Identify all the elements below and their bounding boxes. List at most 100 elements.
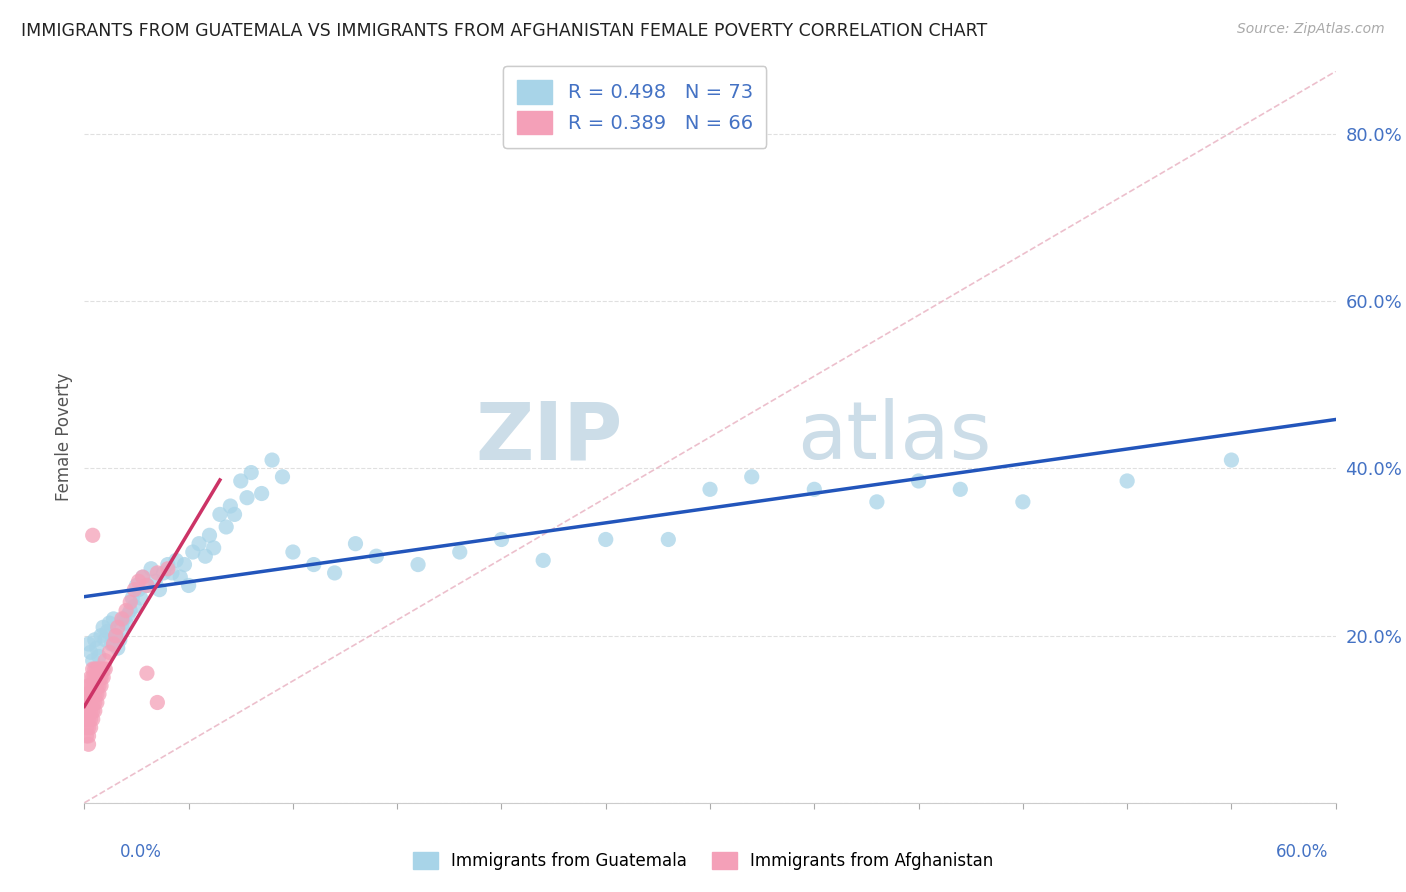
Point bbox=[125, 578, 148, 592]
Point bbox=[82, 712, 104, 726]
Point bbox=[281, 545, 304, 559]
Point bbox=[271, 470, 294, 484]
Point bbox=[77, 704, 100, 718]
Point bbox=[83, 670, 105, 684]
Point bbox=[90, 629, 112, 643]
Point bbox=[83, 679, 105, 693]
Point bbox=[188, 536, 211, 550]
Point bbox=[117, 607, 139, 622]
Point bbox=[90, 662, 112, 676]
Point bbox=[82, 528, 104, 542]
Point bbox=[148, 582, 170, 597]
Point bbox=[94, 654, 117, 668]
Point bbox=[146, 566, 169, 580]
Point bbox=[208, 508, 231, 522]
Point bbox=[1116, 474, 1139, 488]
Point bbox=[323, 566, 346, 580]
Point bbox=[240, 466, 263, 480]
Point bbox=[83, 704, 105, 718]
Point bbox=[75, 721, 97, 735]
Point bbox=[91, 670, 114, 684]
Point bbox=[136, 578, 159, 592]
Point bbox=[75, 712, 97, 726]
Point bbox=[75, 696, 97, 710]
Point bbox=[949, 483, 972, 497]
Point bbox=[219, 499, 242, 513]
Point bbox=[229, 474, 252, 488]
Point bbox=[83, 632, 105, 647]
Point bbox=[77, 712, 100, 726]
Legend: R = 0.498   N = 73, R = 0.389   N = 66: R = 0.498 N = 73, R = 0.389 N = 66 bbox=[503, 66, 766, 148]
Point bbox=[181, 545, 204, 559]
Point bbox=[100, 637, 122, 651]
Point bbox=[111, 612, 134, 626]
Point bbox=[103, 637, 125, 651]
Point bbox=[87, 670, 110, 684]
Point bbox=[103, 612, 125, 626]
Point bbox=[128, 582, 150, 597]
Text: Source: ZipAtlas.com: Source: ZipAtlas.com bbox=[1237, 22, 1385, 37]
Point bbox=[215, 520, 238, 534]
Point bbox=[156, 562, 179, 576]
Point bbox=[77, 737, 100, 751]
Point bbox=[91, 620, 114, 634]
Point bbox=[128, 574, 150, 589]
Point bbox=[94, 632, 117, 647]
Point bbox=[160, 566, 183, 580]
Point bbox=[77, 637, 100, 651]
Point bbox=[107, 620, 129, 634]
Text: 60.0%: 60.0% bbox=[1277, 843, 1329, 861]
Point bbox=[177, 578, 200, 592]
Point bbox=[77, 729, 100, 743]
Point bbox=[132, 570, 155, 584]
Point bbox=[96, 624, 118, 639]
Point bbox=[124, 599, 146, 614]
Point bbox=[236, 491, 259, 505]
Point bbox=[1012, 495, 1035, 509]
Point bbox=[104, 629, 127, 643]
Point bbox=[866, 495, 889, 509]
Point bbox=[79, 687, 101, 701]
Point bbox=[344, 536, 367, 550]
Point bbox=[82, 704, 104, 718]
Point bbox=[86, 679, 108, 693]
Y-axis label: Female Poverty: Female Poverty bbox=[55, 373, 73, 501]
Point bbox=[82, 687, 104, 701]
Point bbox=[115, 616, 138, 631]
Point bbox=[87, 687, 110, 701]
Point bbox=[77, 696, 100, 710]
Point bbox=[86, 641, 108, 656]
Point bbox=[79, 721, 101, 735]
Point bbox=[104, 629, 127, 643]
Point bbox=[83, 696, 105, 710]
Point bbox=[79, 679, 101, 693]
Point bbox=[82, 654, 104, 668]
Point bbox=[75, 687, 97, 701]
Point bbox=[120, 603, 142, 617]
Point bbox=[124, 582, 146, 597]
Point bbox=[366, 549, 388, 564]
Point bbox=[82, 679, 104, 693]
Point bbox=[87, 679, 110, 693]
Point bbox=[165, 553, 187, 567]
Point bbox=[79, 704, 101, 718]
Point bbox=[79, 645, 101, 659]
Text: atlas: atlas bbox=[797, 398, 993, 476]
Point bbox=[87, 649, 110, 664]
Point bbox=[139, 562, 162, 576]
Point bbox=[90, 670, 112, 684]
Point bbox=[90, 679, 112, 693]
Point bbox=[120, 595, 142, 609]
Point bbox=[98, 645, 121, 659]
Point bbox=[907, 474, 929, 488]
Point bbox=[152, 566, 174, 580]
Point bbox=[79, 670, 101, 684]
Point bbox=[86, 687, 108, 701]
Point bbox=[449, 545, 471, 559]
Point bbox=[202, 541, 225, 555]
Point bbox=[699, 483, 721, 497]
Point bbox=[224, 508, 246, 522]
Point bbox=[82, 696, 104, 710]
Point bbox=[121, 591, 143, 605]
Point bbox=[91, 662, 114, 676]
